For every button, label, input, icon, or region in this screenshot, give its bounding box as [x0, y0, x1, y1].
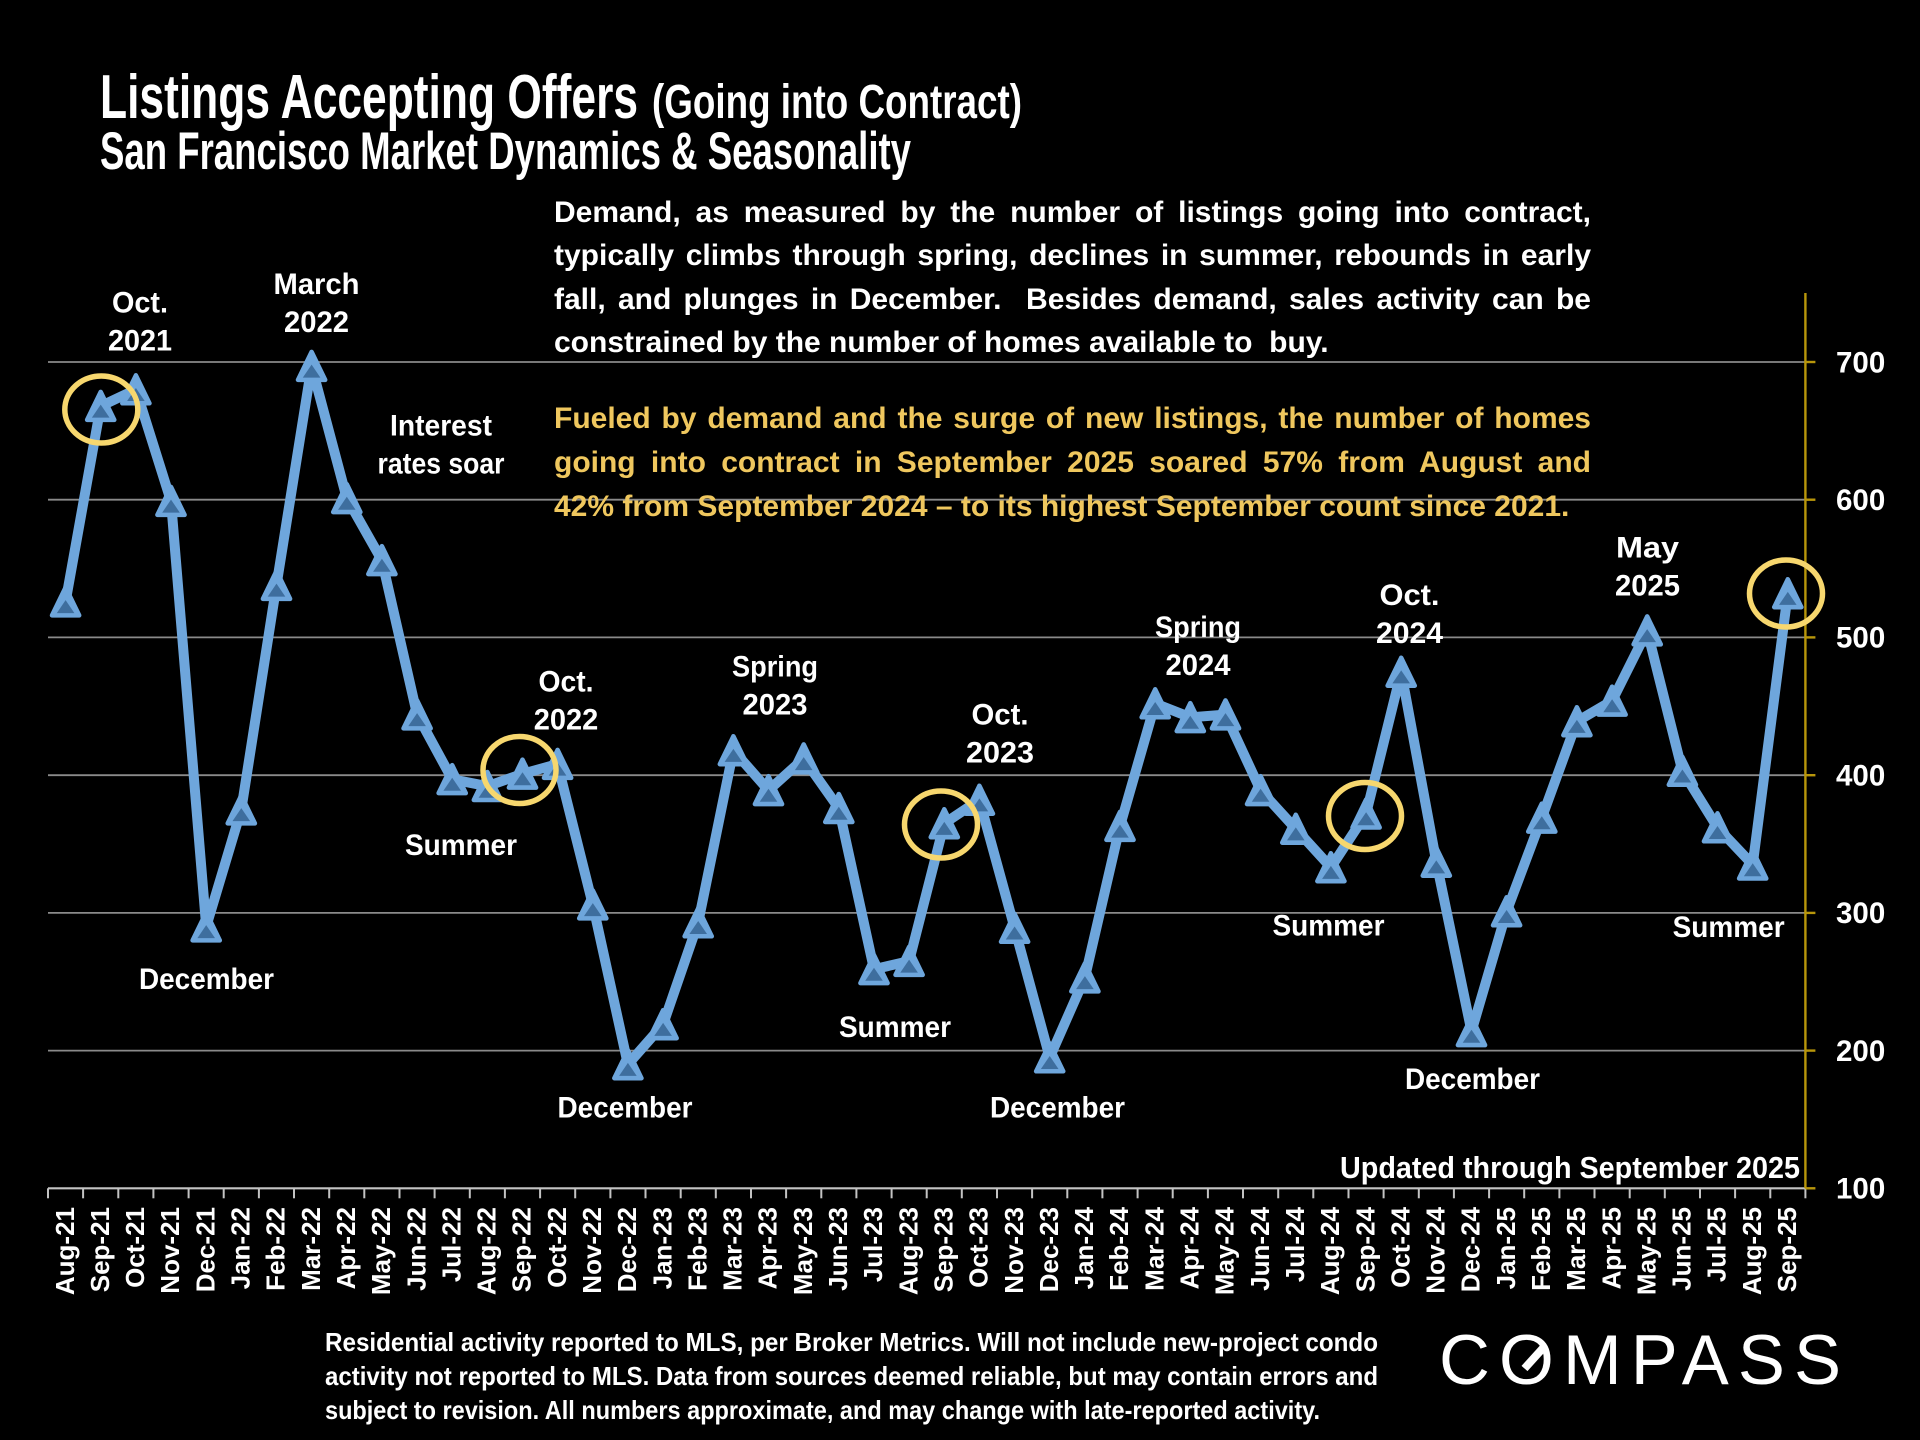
- svg-text:Oct.: Oct.: [112, 287, 168, 320]
- svg-text:Mar-22: Mar-22: [296, 1207, 326, 1291]
- svg-text:Dec-22: Dec-22: [612, 1207, 642, 1292]
- svg-text:December: December: [990, 1092, 1125, 1125]
- svg-text:May-23: May-23: [788, 1207, 818, 1295]
- svg-text:Nov-24: Nov-24: [1421, 1206, 1451, 1293]
- svg-text:Mar-23: Mar-23: [718, 1207, 748, 1291]
- svg-text:Nov-21: Nov-21: [155, 1207, 185, 1294]
- svg-text:COMPASS: COMPASS: [1439, 1320, 1841, 1399]
- svg-text:Dec-21: Dec-21: [190, 1207, 220, 1292]
- svg-text:2023: 2023: [966, 737, 1034, 770]
- svg-text:Oct-21: Oct-21: [120, 1207, 150, 1288]
- svg-text:Jun-24: Jun-24: [1245, 1206, 1275, 1290]
- svg-text:May-25: May-25: [1631, 1207, 1661, 1295]
- svg-text:Spring: Spring: [732, 651, 818, 684]
- svg-text:Jul-22: Jul-22: [436, 1207, 466, 1282]
- svg-text:December: December: [139, 963, 274, 996]
- svg-text:rates soar: rates soar: [378, 448, 505, 481]
- svg-text:700: 700: [1836, 346, 1885, 379]
- svg-text:Summer: Summer: [839, 1011, 951, 1044]
- svg-text:2023: 2023: [743, 689, 808, 722]
- svg-text:Apr-24: Apr-24: [1175, 1206, 1205, 1289]
- svg-text:Jul-23: Jul-23: [858, 1207, 888, 1282]
- svg-text:Jun-22: Jun-22: [401, 1207, 431, 1291]
- svg-text:Feb-25: Feb-25: [1526, 1207, 1556, 1291]
- svg-text:Jul-25: Jul-25: [1702, 1207, 1732, 1282]
- svg-text:Spring: Spring: [1155, 611, 1241, 644]
- svg-text:200: 200: [1836, 1035, 1885, 1068]
- svg-text:100: 100: [1836, 1173, 1885, 1206]
- svg-text:Oct.: Oct.: [539, 666, 594, 699]
- svg-text:Oct-22: Oct-22: [542, 1207, 572, 1288]
- svg-text:Aug-24: Aug-24: [1315, 1206, 1345, 1295]
- svg-text:March: March: [274, 268, 360, 301]
- svg-text:2022: 2022: [284, 306, 349, 339]
- svg-text:Jun-23: Jun-23: [823, 1207, 853, 1291]
- svg-text:May-22: May-22: [366, 1207, 396, 1295]
- svg-text:Oct.: Oct.: [972, 699, 1029, 732]
- svg-text:Dec-24: Dec-24: [1456, 1206, 1486, 1292]
- svg-text:Residential activity reported: Residential activity reported to MLS, pe…: [325, 1327, 1378, 1357]
- svg-text:(Going into Contract): (Going into Contract): [652, 76, 1022, 129]
- svg-text:Feb-24: Feb-24: [1104, 1206, 1134, 1290]
- svg-text:Updated through September 2025: Updated through September 2025: [1340, 1150, 1800, 1185]
- svg-text:Jan-25: Jan-25: [1491, 1207, 1521, 1289]
- svg-text:Mar-25: Mar-25: [1561, 1207, 1591, 1291]
- svg-text:subject to revision. All numbe: subject to revision. All numbers approxi…: [325, 1395, 1320, 1425]
- svg-text:Aug-21: Aug-21: [50, 1207, 80, 1295]
- svg-text:Jan-22: Jan-22: [226, 1207, 256, 1289]
- svg-text:Aug-25: Aug-25: [1737, 1207, 1767, 1295]
- svg-text:Summer: Summer: [1273, 909, 1385, 942]
- svg-text:2025: 2025: [1615, 570, 1680, 603]
- svg-text:Feb-23: Feb-23: [682, 1207, 712, 1291]
- svg-text:600: 600: [1836, 484, 1885, 517]
- svg-text:Sep-21: Sep-21: [85, 1207, 115, 1292]
- svg-text:2024: 2024: [1376, 617, 1443, 650]
- svg-text:Oct-23: Oct-23: [964, 1207, 994, 1288]
- svg-text:Summer: Summer: [1673, 911, 1785, 944]
- svg-text:Sep-23: Sep-23: [929, 1207, 959, 1292]
- svg-text:2021: 2021: [108, 325, 172, 358]
- svg-text:Summer: Summer: [405, 829, 517, 862]
- svg-text:Apr-25: Apr-25: [1596, 1207, 1626, 1289]
- svg-text:December: December: [558, 1092, 693, 1125]
- svg-text:Nov-22: Nov-22: [577, 1207, 607, 1294]
- svg-text:Mar-24: Mar-24: [1139, 1206, 1169, 1290]
- svg-text:San Francisco Market Dynamics: San Francisco Market Dynamics & Seasonal…: [100, 122, 911, 181]
- svg-text:Feb-22: Feb-22: [261, 1207, 291, 1291]
- svg-text:Aug-23: Aug-23: [893, 1207, 923, 1295]
- svg-text:December: December: [1405, 1063, 1540, 1096]
- svg-text:300: 300: [1836, 897, 1885, 930]
- svg-text:Oct-24: Oct-24: [1385, 1206, 1415, 1287]
- svg-text:400: 400: [1836, 760, 1885, 793]
- svg-text:Dec-23: Dec-23: [1034, 1207, 1064, 1292]
- svg-text:Apr-22: Apr-22: [331, 1207, 361, 1289]
- svg-text:Jun-25: Jun-25: [1667, 1207, 1697, 1291]
- svg-text:Aug-22: Aug-22: [472, 1207, 502, 1295]
- svg-text:Sep-24: Sep-24: [1350, 1206, 1380, 1292]
- svg-text:Listings Accepting Offers: Listings Accepting Offers: [100, 63, 638, 132]
- svg-text:Sep-25: Sep-25: [1772, 1207, 1802, 1292]
- svg-text:May-24: May-24: [1210, 1206, 1240, 1295]
- svg-text:Interest: Interest: [390, 410, 492, 443]
- svg-text:activity not reported to MLS.: activity not reported to MLS. Data from …: [325, 1361, 1378, 1391]
- svg-text:Jan-24: Jan-24: [1069, 1206, 1099, 1289]
- svg-text:Jul-24: Jul-24: [1280, 1206, 1310, 1282]
- svg-text:500: 500: [1836, 622, 1885, 655]
- svg-text:Jan-23: Jan-23: [647, 1207, 677, 1289]
- svg-text:2024: 2024: [1166, 649, 1231, 682]
- svg-text:2022: 2022: [534, 704, 599, 737]
- svg-text:Sep-22: Sep-22: [507, 1207, 537, 1292]
- svg-text:Apr-23: Apr-23: [753, 1207, 783, 1289]
- svg-text:May: May: [1616, 532, 1679, 565]
- svg-text:Nov-23: Nov-23: [999, 1207, 1029, 1294]
- svg-text:Oct.: Oct.: [1380, 579, 1440, 612]
